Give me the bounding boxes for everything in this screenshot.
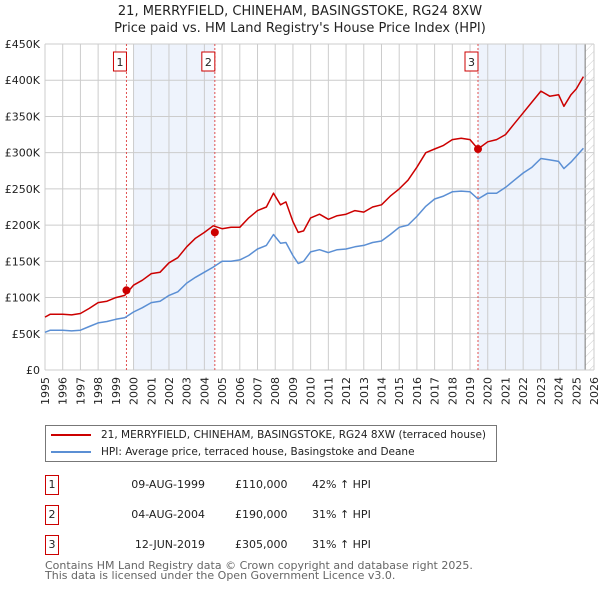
x-tick-label: 2001 (145, 377, 158, 405)
x-tick-label: 2020 (482, 377, 495, 405)
x-tick-label: 2000 (128, 377, 141, 405)
sale-label-box (464, 51, 479, 72)
sale-label-box (112, 51, 127, 72)
future-hatch (585, 44, 594, 370)
x-tick-label: 2012 (340, 377, 353, 405)
table-row: 3 12-JUN-2019 £305,000 31% ↑ HPI (45, 535, 495, 555)
sale-hpi-diff: 31% ↑ HPI (312, 538, 371, 551)
legend-swatch-hpi (51, 451, 91, 453)
chart-subtitle: Price paid vs. HM Land Registry's House … (114, 21, 486, 36)
legend-swatch-property (51, 434, 91, 436)
footer-line-1: Contains HM Land Registry data © Crown c… (45, 559, 473, 572)
x-tick-label: 2010 (305, 377, 318, 405)
x-tick-label: 2024 (553, 377, 566, 405)
x-tick-label: 2023 (535, 377, 548, 405)
x-tick-label: 2008 (269, 377, 282, 405)
sale-date: 09-AUG-1999 (131, 478, 205, 491)
y-tick-label: £300K (5, 147, 41, 160)
x-tick-label: 2014 (375, 377, 388, 405)
x-tick-label: 1995 (39, 377, 52, 405)
x-tick-label: 2026 (588, 377, 600, 405)
legend-item-property: 21, MERRYFIELD, CHINEHAM, BASINGSTOKE, R… (51, 427, 486, 443)
chart-title: 21, MERRYFIELD, CHINEHAM, BASINGSTOKE, R… (117, 4, 483, 19)
x-tick-label: 2021 (499, 377, 512, 405)
sale-date: 04-AUG-2004 (131, 508, 205, 521)
sale-label: 2 (205, 56, 212, 69)
x-tick-label: 2005 (216, 377, 229, 405)
x-tick-label: 1998 (92, 377, 105, 405)
y-tick-label: £250K (5, 183, 41, 196)
chart-legend: 21, MERRYFIELD, CHINEHAM, BASINGSTOKE, R… (45, 425, 497, 462)
x-tick-label: 2017 (429, 377, 442, 405)
x-tick-label: 1999 (110, 377, 123, 405)
x-tick-label: 2007 (252, 377, 265, 405)
x-tick-label: 2015 (393, 377, 406, 405)
property-price-line (44, 76, 585, 318)
x-tick-label: 2006 (234, 377, 247, 405)
x-tick-label: 2013 (358, 377, 371, 405)
sale-number: 1 (45, 475, 59, 495)
sale-point (474, 145, 483, 154)
price-chart: 1 2 3 £0 £50K £100K £150K £200K £250K £300K £350K £… (5, 38, 600, 405)
sale-price: £190,000 (235, 508, 288, 521)
y-tick-label: £200K (5, 219, 41, 232)
sale-label: 3 (468, 56, 475, 69)
footer-line-2: This data is licensed under the Open Gov… (45, 569, 396, 582)
shaded-period (478, 44, 586, 370)
sale-price: £305,000 (235, 538, 288, 551)
hpi-line (44, 147, 584, 333)
x-tick-label: 2002 (163, 377, 176, 405)
x-tick-label: 2019 (464, 377, 477, 405)
sale-point (122, 286, 131, 295)
footer-attribution: Contains HM Land Registry data © Crown c… (45, 559, 473, 582)
legend-label-hpi: HPI: Average price, terraced house, Basi… (101, 446, 415, 458)
sale-label-box (201, 51, 216, 72)
y-tick-label: £50K (12, 328, 41, 341)
sale-hpi-diff: 42% ↑ HPI (312, 478, 371, 491)
y-tick-label: £150K (5, 255, 41, 268)
legend-label-property: 21, MERRYFIELD, CHINEHAM, BASINGSTOKE, R… (101, 429, 487, 441)
table-row: 1 09-AUG-1999 £110,000 42% ↑ HPI (45, 475, 495, 495)
table-row: 2 04-AUG-2004 £190,000 31% ↑ HPI (45, 505, 495, 525)
x-tick-label: 2011 (322, 377, 335, 405)
legend-item-hpi: HPI: Average price, terraced house, Basi… (51, 444, 415, 460)
sale-date: 12-JUN-2019 (134, 538, 205, 551)
y-tick-label: £450K (5, 38, 41, 51)
shaded-period (133, 44, 215, 370)
x-tick-label: 2009 (287, 377, 300, 405)
sale-number: 3 (45, 535, 59, 555)
sale-label: 1 (116, 56, 123, 69)
x-tick-label: 2025 (570, 377, 583, 405)
y-tick-label: £350K (5, 110, 41, 123)
sale-hpi-diff: 31% ↑ HPI (312, 508, 371, 521)
y-tick-label: £400K (5, 74, 41, 87)
x-tick-label: 2004 (198, 377, 211, 405)
x-tick-label: 2018 (446, 377, 459, 405)
sale-point (210, 228, 219, 237)
x-tick-label: 2003 (181, 377, 194, 405)
y-tick-label: £0 (26, 364, 40, 377)
sale-number: 2 (45, 505, 59, 525)
x-tick-label: 2016 (411, 377, 424, 405)
y-tick-label: £100K (5, 292, 41, 305)
x-tick-label: 1996 (57, 377, 70, 405)
x-tick-label: 2022 (517, 377, 530, 405)
x-tick-label: 1997 (74, 377, 87, 405)
sale-price: £110,000 (235, 478, 288, 491)
